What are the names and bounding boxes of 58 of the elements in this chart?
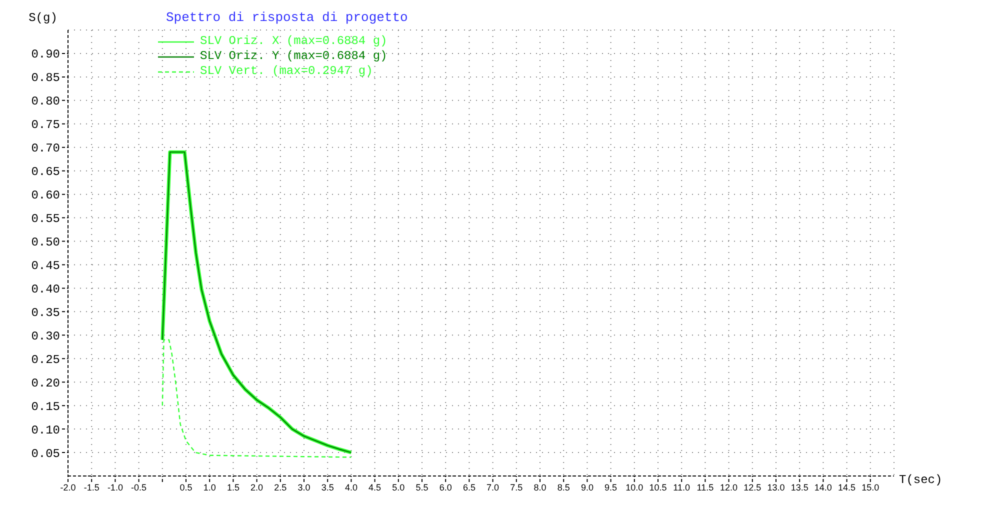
x-tick-label: 12.0 — [720, 482, 738, 492]
x-tick-label: 8.5 — [557, 482, 570, 492]
x-tick-label: 5.0 — [392, 482, 405, 492]
y-axis-title: S(g) — [28, 11, 58, 25]
y-tick-label: 0.40 — [31, 282, 60, 296]
x-tick-label: -1.5 — [84, 482, 100, 492]
x-tick-label: 10.5 — [649, 482, 667, 492]
x-tick-label: 1.0 — [203, 482, 216, 492]
y-tick-label: 0.55 — [31, 212, 60, 226]
y-tick-label: 0.90 — [31, 48, 60, 62]
x-tick-label: 7.5 — [510, 482, 523, 492]
x-tick-label: 1.5 — [226, 482, 240, 492]
x-tick-label: -1.0 — [107, 482, 123, 492]
x-tick-label: 9.0 — [580, 482, 594, 492]
x-tick-label: 3.0 — [298, 482, 310, 492]
x-tick-label: 7.0 — [486, 482, 500, 492]
legend-label: SLV Oriz. X (max=0.6884 g) — [200, 34, 388, 49]
y-tick-label: 0.35 — [31, 306, 60, 320]
y-tick-label: 0.65 — [31, 165, 60, 180]
legend-label: SLV Oriz. Y (max=0.6884 g) — [200, 49, 388, 64]
legend-label: SLV Vert. (max=0.2947 g) — [200, 64, 373, 79]
x-tick-label: 11.0 — [673, 482, 690, 492]
x-tick-label: 13.5 — [790, 482, 808, 492]
x-axis-title: T(sec) — [899, 472, 942, 487]
y-tick-label: 0.15 — [31, 400, 60, 414]
x-tick-label: 2.0 — [250, 482, 264, 492]
x-tick-label: 0.5 — [180, 482, 192, 492]
x-tick-label: 9.5 — [604, 482, 618, 492]
x-tick-label: 3.5 — [321, 482, 334, 492]
x-tick-label: 14.5 — [838, 482, 856, 492]
x-tick-label: 6.0 — [439, 482, 452, 492]
y-tick-label: 0.85 — [31, 71, 60, 86]
x-tick-label: 13.0 — [767, 482, 785, 492]
x-tick-label: 14.0 — [814, 482, 832, 492]
y-tick-label: 0.30 — [31, 329, 60, 344]
x-tick-label: 11.5 — [696, 482, 714, 492]
y-tick-label: 0.70 — [31, 142, 60, 156]
y-tick-label: 0.80 — [31, 94, 60, 109]
x-tick-label: -0.5 — [131, 482, 147, 492]
x-tick-label: 4.5 — [368, 482, 382, 492]
x-tick-label: -2.0 — [60, 482, 76, 492]
x-tick-label: 12.5 — [744, 482, 762, 492]
y-tick-label: 0.45 — [31, 258, 60, 273]
y-tick-label: 0.05 — [31, 446, 60, 461]
y-tick-label: 0.10 — [31, 423, 60, 438]
y-tick-label: 0.75 — [31, 118, 60, 132]
y-tick-label: 0.50 — [31, 236, 60, 250]
x-tick-label: 15.0 — [862, 482, 880, 492]
x-tick-label: 8.0 — [534, 482, 546, 492]
y-tick-label: 0.60 — [31, 188, 60, 203]
x-tick-label: 2.5 — [274, 482, 287, 492]
chart-title: Spettro di risposta di progetto — [166, 10, 408, 25]
y-tick-label: 0.25 — [31, 352, 60, 367]
x-tick-label: 4.0 — [344, 482, 358, 492]
x-tick-label: 5.5 — [416, 482, 428, 492]
y-tick-label: 0.20 — [31, 376, 60, 390]
x-tick-label: 6.5 — [462, 482, 476, 492]
x-tick-label: 10.0 — [626, 482, 644, 492]
